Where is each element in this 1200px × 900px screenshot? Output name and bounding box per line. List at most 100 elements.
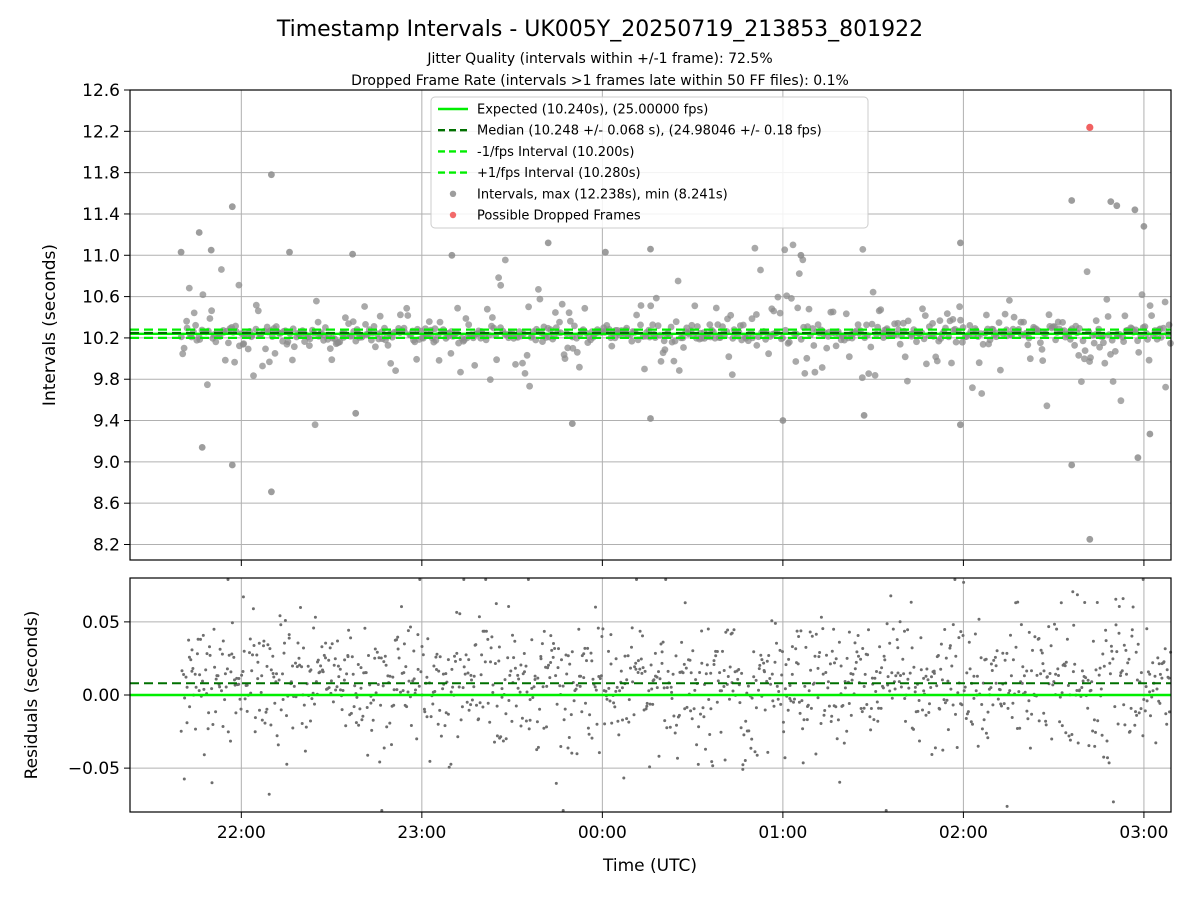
residual-point [1135,678,1139,682]
residual-point [238,697,242,701]
residual-point [630,645,633,649]
interval-point [483,305,491,313]
residual-point [813,654,817,658]
residual-point [795,629,799,633]
residual-point [660,661,664,665]
residual-point [655,686,659,690]
residual-point [787,657,791,661]
residual-point [344,724,348,728]
residual-point [715,650,719,653]
residual-point [946,679,950,683]
residual-point [1153,674,1157,678]
residual-point [584,701,587,705]
residual-point [757,667,761,671]
residual-point [356,663,360,666]
residual-point [1041,662,1045,666]
interval-point [1006,297,1013,304]
interval-point [1104,313,1112,320]
residual-point [695,743,699,747]
residual-point [574,687,578,691]
residual-point [399,690,402,694]
residual-point [504,712,508,716]
residual-point [383,654,387,658]
residual-point [907,686,911,690]
residual-point [220,689,223,693]
residual-point [1028,746,1032,750]
residual-point [358,707,362,711]
residual-point [652,678,656,682]
residual-point [553,647,557,650]
residual-point [392,703,396,707]
residual-point [753,750,757,754]
residual-point [555,702,559,706]
residual-point [708,733,712,736]
residual-point [1054,672,1058,676]
residual-point [759,653,763,657]
interval-point [691,302,699,310]
residual-point [925,667,929,671]
residual-point [401,689,405,693]
dropped-frame-point [1086,123,1094,131]
residual-point [991,703,995,707]
residual-point [861,647,865,650]
residual-point [1022,674,1026,678]
residual-point [986,710,990,714]
residual-point [922,676,926,680]
interval-point [660,337,668,345]
interval-point [523,351,531,359]
residual-point [255,653,259,657]
residual-point [519,663,523,667]
interval-point [978,390,986,397]
residual-point [939,642,943,646]
residual-point [357,723,361,727]
residual-point [980,727,984,731]
residual-point [458,612,462,616]
residual-point [464,653,468,657]
interval-point [959,338,966,346]
residual-point [809,706,813,710]
residual-point [896,646,900,650]
interval-point [1068,197,1076,204]
residual-point [527,727,531,731]
residual-point [755,753,759,757]
interval-point [1081,355,1088,363]
residual-point [425,675,429,679]
interval-point [641,365,648,373]
residual-point [477,717,481,721]
residual-point [229,739,232,743]
residual-point [906,677,910,681]
residual-point [195,652,199,656]
residual-point [859,657,863,661]
interval-point [770,307,778,315]
residual-point [797,635,801,638]
residual-point [467,708,471,712]
interval-point [805,305,813,313]
residual-point [202,687,206,691]
residual-point [718,671,722,675]
residual-point [438,655,442,659]
interval-point [521,370,529,377]
interval-point [753,342,761,349]
residual-point [916,709,920,713]
residual-point [379,656,383,660]
residual-point [479,673,483,677]
residual-point [986,736,990,740]
residual-point [768,677,772,680]
residual-point [710,760,714,764]
interval-point [465,321,473,329]
residual-point [300,665,304,669]
residual-point [941,748,945,752]
interval-point [865,370,873,377]
residual-point [580,710,584,714]
residual-point [966,710,970,714]
residual-point [256,660,260,664]
residual-point [943,628,947,631]
interval-point [180,344,188,352]
residual-point [554,781,558,785]
residual-point [689,709,693,713]
residual-point [676,756,679,760]
residual-point [1055,627,1059,631]
residual-point [1163,647,1167,651]
residual-point [205,652,209,656]
residual-point [433,690,437,693]
